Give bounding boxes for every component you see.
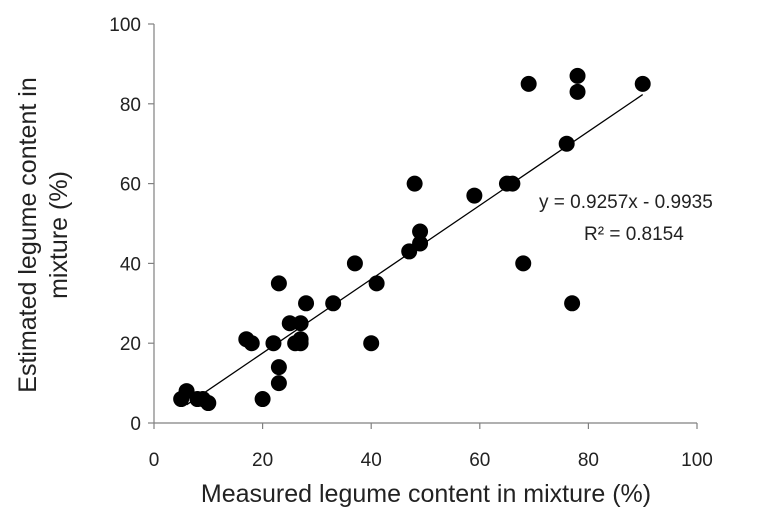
data-point — [292, 315, 309, 332]
data-point — [243, 335, 260, 352]
data-point — [270, 375, 287, 392]
x-tick-label: 20 — [252, 450, 273, 471]
x-tick-label: 100 — [681, 450, 713, 471]
data-point — [254, 391, 271, 408]
y-tick-label: 80 — [120, 95, 141, 116]
x-axis-title: Measured legume content in mixture (%) — [201, 480, 651, 508]
data-point — [363, 335, 380, 352]
y-tick-label: 20 — [120, 334, 141, 355]
data-point — [634, 75, 651, 92]
data-point — [406, 175, 423, 192]
x-tick-label: 0 — [149, 450, 160, 471]
data-point — [466, 187, 483, 204]
data-point — [558, 135, 575, 152]
data-point — [564, 295, 581, 312]
data-points — [173, 67, 651, 412]
data-point — [270, 275, 287, 292]
trendline-r-squared: R² = 0.8154 — [584, 224, 684, 245]
y-tick-label: 0 — [130, 414, 141, 435]
data-point — [515, 255, 532, 272]
trendline-equation: y = 0.9257x - 0.9935 — [539, 192, 713, 213]
x-tick-label: 80 — [578, 450, 599, 471]
data-point — [504, 175, 521, 192]
data-point — [412, 235, 429, 252]
y-tick-label: 40 — [120, 254, 141, 275]
axes: 0 20 40 60 80 100 0 20 40 60 80 100 — [109, 15, 713, 471]
x-tick-label: 40 — [361, 450, 382, 471]
data-point — [368, 275, 385, 292]
data-point — [200, 395, 217, 412]
data-point — [346, 255, 363, 272]
data-point — [412, 223, 429, 240]
data-point — [298, 295, 315, 312]
y-axis-title-line-2: mixture (%) — [45, 171, 73, 299]
data-point — [325, 295, 342, 312]
data-point — [292, 331, 309, 348]
y-tick-label: 100 — [109, 15, 141, 36]
data-point — [569, 67, 586, 84]
data-point — [569, 83, 586, 100]
y-tick-label: 60 — [120, 175, 141, 196]
x-axis-ticks: 0 20 40 60 80 100 — [149, 423, 713, 471]
y-axis-ticks: 0 20 40 60 80 100 — [109, 15, 154, 435]
data-point — [520, 75, 537, 92]
data-point — [265, 335, 282, 352]
y-axis-title-line-1: Estimated legume content in — [14, 77, 42, 392]
data-point — [270, 359, 287, 376]
x-tick-label: 60 — [469, 450, 490, 471]
